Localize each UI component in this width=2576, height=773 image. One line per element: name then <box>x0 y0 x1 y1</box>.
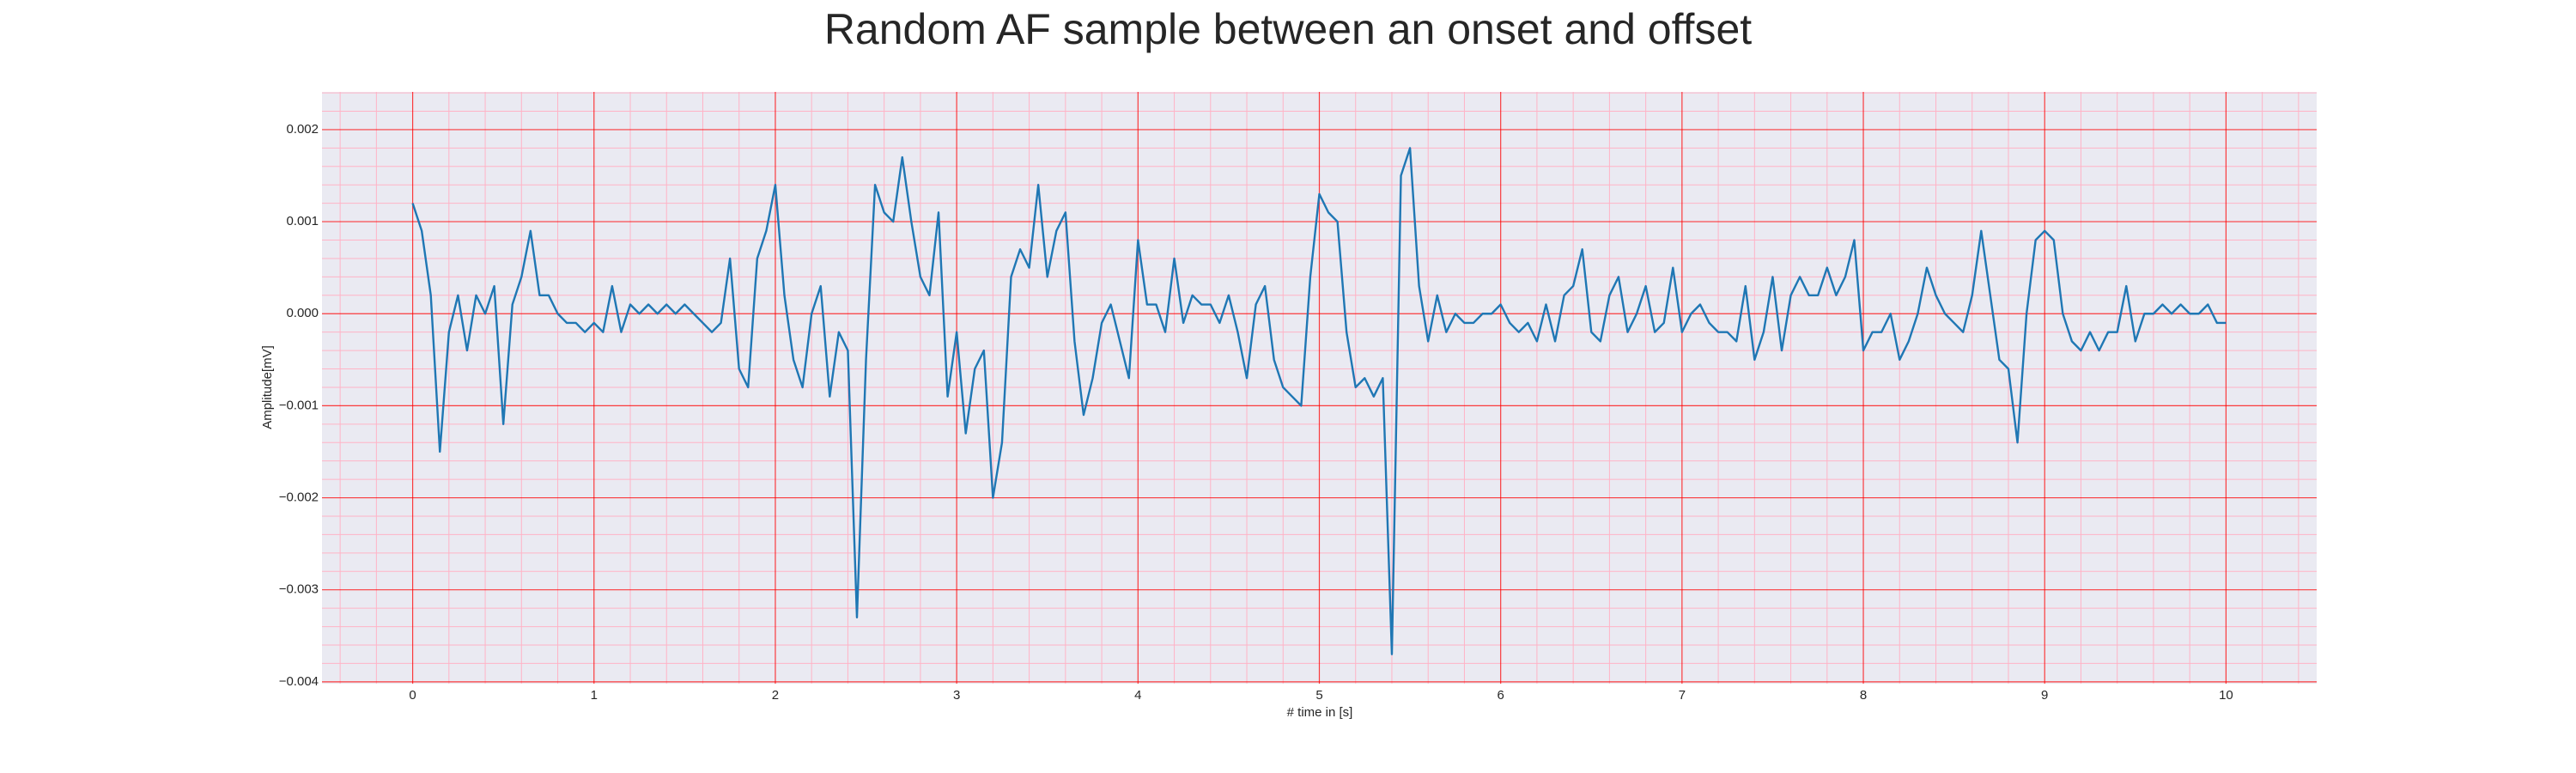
y-tick-label: −0.003 <box>279 582 319 597</box>
x-axis-label: # time in [s] <box>1287 705 1353 720</box>
x-tick-label: 5 <box>1315 688 1322 703</box>
x-tick-label: 4 <box>1134 688 1141 703</box>
y-tick-label: 0.002 <box>286 122 319 137</box>
x-tick-label: 3 <box>953 688 960 703</box>
x-tick-label: 2 <box>772 688 779 703</box>
x-tick-label: 6 <box>1498 688 1504 703</box>
y-axis-label: Amplitude[mV] <box>260 345 275 429</box>
x-tick-label: 1 <box>591 688 598 703</box>
y-tick-label: 0.000 <box>286 306 319 320</box>
x-tick-label: 7 <box>1679 688 1686 703</box>
y-tick-label: 0.001 <box>286 214 319 228</box>
x-tick-label: 8 <box>1860 688 1867 703</box>
y-tick-label: −0.001 <box>279 398 319 412</box>
chart-title: Random AF sample between an onset and of… <box>824 5 1752 53</box>
y-tick-label: −0.004 <box>279 674 319 689</box>
x-tick-label: 0 <box>409 688 416 703</box>
signal-line <box>411 147 2227 655</box>
y-tick-label: −0.002 <box>279 490 319 505</box>
x-tick-label: 9 <box>2041 688 2048 703</box>
x-tick-label: 10 <box>2219 688 2233 703</box>
